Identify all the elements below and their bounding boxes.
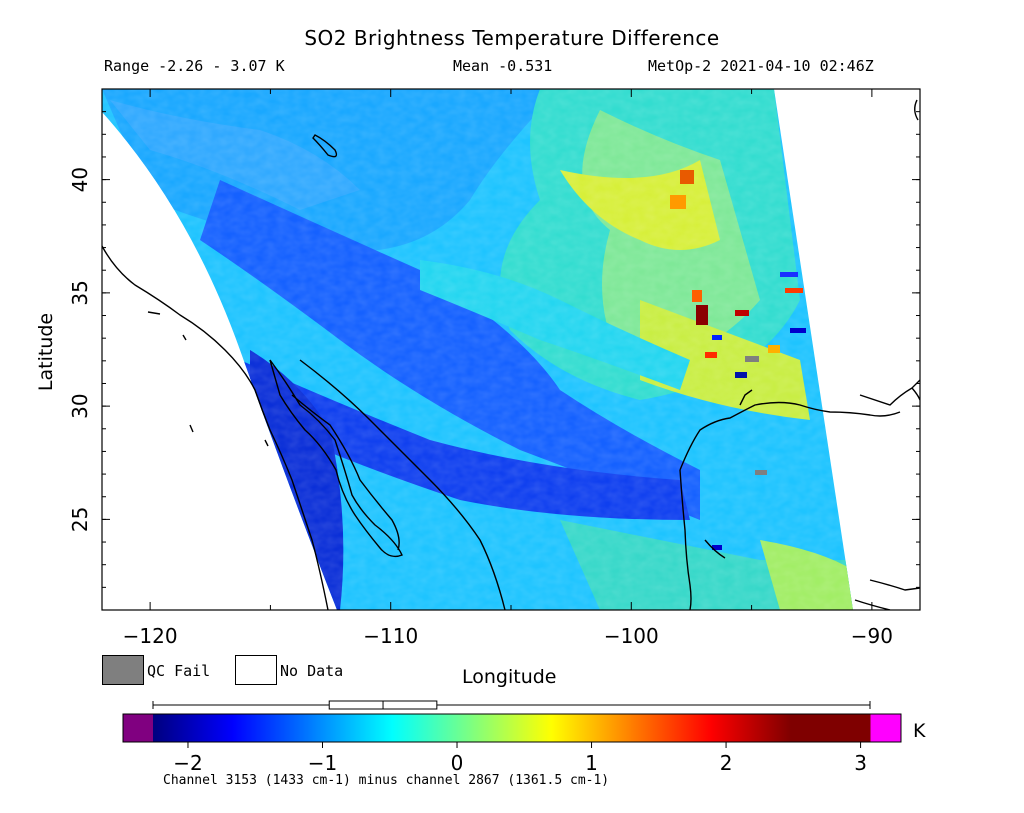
colorbar-segment [551,714,632,742]
x-tick-label: −120 [123,624,178,648]
colorbar-over [870,714,901,742]
x-tick-label: −100 [604,624,659,648]
y-tick-label: 30 [68,393,92,418]
coastline [102,99,920,610]
x-axis-label: Longitude [462,666,557,688]
colorbar-segment [790,714,871,742]
satellite-time-label: MetOp-2 2021-04-10 02:46Z [648,57,874,75]
no-data-label: No Data [280,662,344,680]
y-tick-label: 35 [68,280,92,305]
colorbar-segment [312,714,393,742]
mean-label: Mean -0.531 [453,57,553,75]
colorbar-tick-label: 0 [451,751,464,775]
y-tick-label: 25 [68,507,92,532]
channel-footnote: Channel 3153 (1433 cm-1) minus channel 2… [163,773,610,788]
no-data-swatch [235,655,277,685]
colorbar-segment [471,714,552,742]
colorbar-tick-label: −2 [173,751,202,775]
colorbar-tick-label: 2 [720,751,733,775]
colorbar-under [123,714,153,742]
colorbar-segment [392,714,473,742]
colorbar-unit-label: K [913,720,926,742]
colorbar-segment [710,714,791,742]
colorbar-segment [153,714,234,742]
qc-fail-swatch [102,655,144,685]
y-axis-label: Latitude [35,312,57,392]
range-label: Range -2.26 - 3.07 K [104,57,285,75]
x-tick-label: −110 [363,624,418,648]
qc-fail-label: QC Fail [147,662,211,680]
colorbar-tick-label: 1 [585,751,598,775]
chart-title: SO2 Brightness Temperature Difference [304,26,720,50]
colorbar-segment [631,714,712,742]
x-tick-label: −90 [851,624,893,648]
colorbar-tick-label: 3 [854,751,867,775]
colorbar-tick-label: −1 [308,751,337,775]
colorbar-segment [232,714,313,742]
swath-data [102,89,920,610]
y-tick-label: 40 [68,167,92,192]
